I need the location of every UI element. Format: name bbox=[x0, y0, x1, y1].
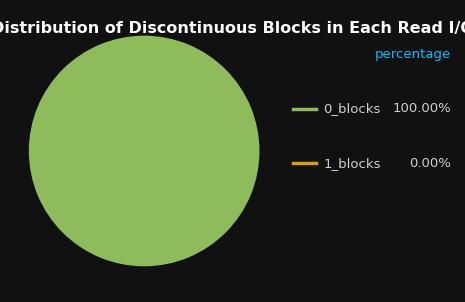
Text: percentage: percentage bbox=[375, 48, 451, 61]
Text: Distribution of Discontinuous Blocks in Each Read I/O: Distribution of Discontinuous Blocks in … bbox=[0, 21, 465, 36]
Text: 0.00%: 0.00% bbox=[409, 156, 451, 170]
Text: 1_blocks: 1_blocks bbox=[323, 156, 381, 170]
Text: 0_blocks: 0_blocks bbox=[323, 102, 380, 115]
Wedge shape bbox=[29, 36, 259, 266]
Text: 100.00%: 100.00% bbox=[392, 102, 451, 115]
